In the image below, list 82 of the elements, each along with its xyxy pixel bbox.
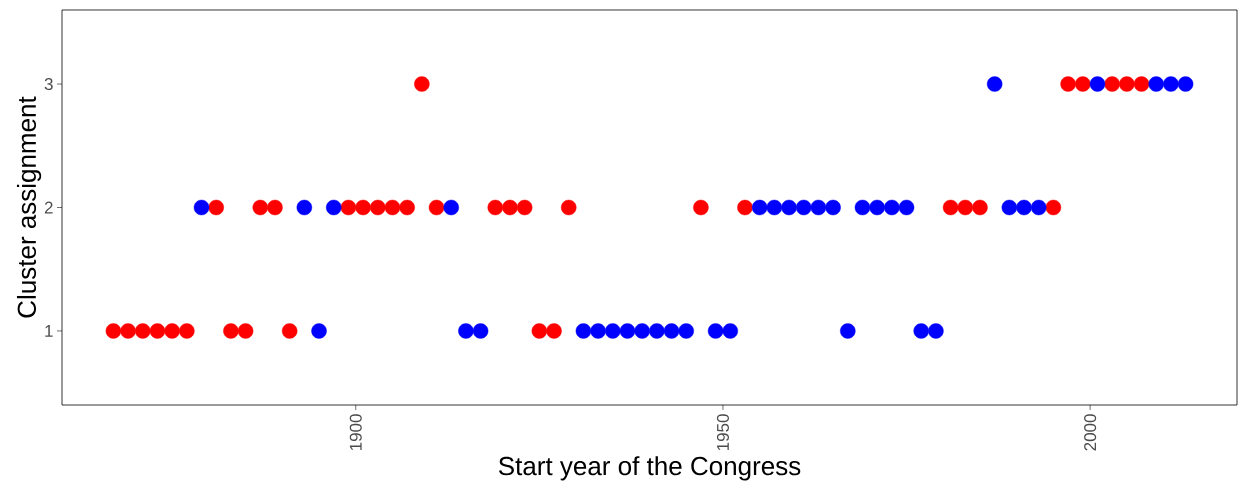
point <box>281 323 298 339</box>
point <box>355 199 371 216</box>
point <box>590 323 606 339</box>
point <box>164 323 180 339</box>
point <box>825 199 841 216</box>
point <box>1163 76 1179 92</box>
point <box>928 323 944 339</box>
point <box>854 199 871 216</box>
point <box>1075 76 1091 92</box>
point <box>370 199 386 216</box>
point <box>531 323 548 339</box>
point <box>179 323 195 339</box>
point <box>1031 199 1047 216</box>
point <box>649 323 665 339</box>
point <box>1148 76 1164 92</box>
point <box>913 323 929 339</box>
point <box>120 323 136 339</box>
x-tick-label: 1950 <box>716 414 729 451</box>
point <box>751 199 768 216</box>
point <box>296 199 313 216</box>
point <box>1177 76 1194 92</box>
point <box>414 76 430 92</box>
point <box>840 323 856 339</box>
point <box>1133 76 1150 92</box>
point <box>986 76 1003 92</box>
point <box>105 323 122 339</box>
point <box>428 199 445 216</box>
point <box>810 199 827 216</box>
point <box>678 323 694 339</box>
y-tick-label: 2 <box>44 201 53 214</box>
point <box>340 199 357 216</box>
point <box>135 323 151 339</box>
point <box>781 199 797 216</box>
point <box>267 199 283 216</box>
point <box>458 323 474 339</box>
point <box>796 199 812 216</box>
point <box>898 199 915 216</box>
point <box>1089 76 1106 92</box>
point <box>237 323 254 339</box>
point <box>487 199 503 216</box>
point <box>619 323 636 339</box>
point <box>384 199 401 216</box>
point <box>766 199 783 216</box>
point <box>884 199 900 216</box>
point <box>707 323 724 339</box>
point <box>722 323 738 339</box>
y-axis-title: Cluster assignment <box>16 96 42 318</box>
point <box>516 199 533 216</box>
y-tick-label: 1 <box>45 325 53 337</box>
point <box>869 199 885 216</box>
point <box>252 199 268 216</box>
point <box>561 199 577 216</box>
point <box>634 323 650 339</box>
point <box>223 323 239 339</box>
point <box>546 323 562 339</box>
point <box>1045 199 1062 216</box>
point <box>1060 76 1076 92</box>
point <box>942 199 959 216</box>
point <box>399 199 415 216</box>
point <box>326 199 342 216</box>
point <box>1119 76 1135 92</box>
point <box>472 323 489 339</box>
point <box>957 199 973 216</box>
point <box>663 323 680 339</box>
point <box>311 323 327 339</box>
x-tick-label: 2000 <box>1084 414 1097 451</box>
point <box>1104 76 1120 92</box>
y-tick-label: 3 <box>44 78 53 91</box>
point <box>149 323 166 339</box>
x-tick-label: 1900 <box>349 414 362 451</box>
x-axis-title: Start year of the Congress <box>498 456 801 481</box>
point <box>737 199 753 216</box>
point <box>972 199 988 216</box>
point <box>193 199 210 216</box>
point <box>1001 199 1018 216</box>
point <box>1016 199 1032 216</box>
point <box>605 323 621 339</box>
point <box>575 323 592 339</box>
point <box>502 199 518 216</box>
point <box>443 199 459 216</box>
point <box>208 199 224 216</box>
point <box>693 199 709 216</box>
